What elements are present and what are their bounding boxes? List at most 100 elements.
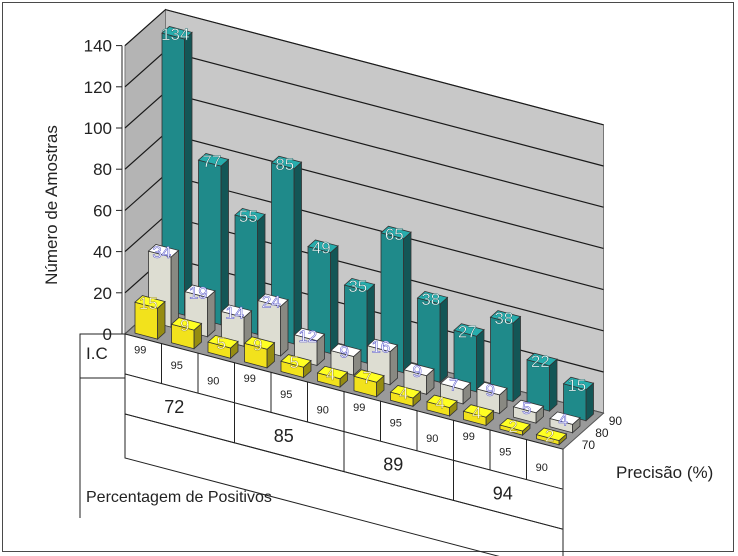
bar bbox=[330, 343, 362, 376]
y-axis-label: Número de Amostras bbox=[42, 125, 61, 285]
ic-level-label: 90 bbox=[207, 376, 219, 388]
ic-level-label: 95 bbox=[171, 360, 183, 372]
bar-value-label: 4 bbox=[436, 394, 445, 413]
ic-header-cell bbox=[79, 333, 126, 379]
bar-value-label: 9 bbox=[486, 381, 495, 400]
bar-value-label: 4 bbox=[326, 365, 335, 384]
bar-value-label: 4 bbox=[559, 410, 568, 429]
bar bbox=[453, 323, 485, 393]
bar-top bbox=[476, 381, 508, 396]
bar bbox=[462, 404, 495, 427]
y-tick-label: 60 bbox=[93, 201, 112, 220]
bar-top bbox=[380, 225, 412, 240]
bar-value-label: 9 bbox=[413, 362, 422, 381]
bar-value-label: 49 bbox=[312, 239, 331, 258]
bar-top bbox=[330, 343, 362, 357]
bar-value-label: 85 bbox=[275, 155, 294, 174]
bar bbox=[499, 417, 531, 436]
bar bbox=[280, 354, 312, 379]
bar-value-label: 5 bbox=[290, 353, 299, 372]
ic-level-label: 95 bbox=[280, 389, 292, 401]
bar-value-label: 38 bbox=[494, 309, 513, 328]
y-tick-label: 0 bbox=[103, 325, 112, 344]
ic-level-label: 99 bbox=[134, 344, 146, 356]
bar-side bbox=[220, 158, 229, 326]
bar-side bbox=[330, 245, 339, 355]
bar-value-label: 14 bbox=[225, 303, 244, 322]
bar bbox=[161, 26, 193, 316]
depth-tick-label: 70 bbox=[582, 438, 596, 452]
bar-value-label: 5 bbox=[522, 399, 531, 418]
bar-top bbox=[207, 334, 239, 349]
bar-top bbox=[462, 404, 495, 418]
bar-value-label: 27 bbox=[458, 322, 477, 341]
bar-top bbox=[184, 284, 216, 298]
bar-value-label: 24 bbox=[262, 292, 281, 311]
bar-side bbox=[512, 315, 521, 403]
bar bbox=[549, 411, 581, 434]
y-tick-label: 140 bbox=[84, 37, 112, 56]
bar-value-label: 2 bbox=[545, 427, 554, 446]
bar-value-label: 15 bbox=[139, 294, 158, 313]
labels: 0204060801001201401347755854935653827382… bbox=[84, 25, 623, 452]
y-tick-label: 80 bbox=[93, 160, 112, 179]
bar bbox=[562, 376, 595, 422]
x-axis-label: Percentagem de Positivos bbox=[86, 489, 272, 506]
y-tick-label: 100 bbox=[84, 119, 112, 138]
table-cell bbox=[124, 413, 564, 556]
bar bbox=[170, 317, 203, 350]
bar-value-label: 38 bbox=[421, 290, 440, 309]
gridline bbox=[124, 8, 604, 126]
y-tick-label: 20 bbox=[93, 284, 112, 303]
bar bbox=[307, 239, 339, 355]
ic-label: I.C bbox=[86, 344, 108, 363]
bar-value-label: 7 bbox=[363, 368, 372, 387]
bar-top bbox=[147, 244, 180, 258]
bar-value-label: 34 bbox=[152, 243, 171, 262]
bar-value-label: 55 bbox=[239, 207, 258, 226]
bar-top bbox=[170, 317, 203, 331]
bar-top bbox=[499, 417, 531, 432]
bar-top bbox=[489, 310, 522, 324]
bar-top bbox=[220, 304, 253, 318]
bar-top bbox=[562, 376, 595, 391]
group-label: 94 bbox=[493, 483, 513, 503]
bar-value-label: 5 bbox=[217, 334, 226, 353]
bar-top bbox=[257, 293, 289, 307]
bar-top bbox=[234, 207, 266, 222]
ic-level-label: 99 bbox=[244, 373, 256, 385]
bar bbox=[426, 394, 458, 417]
ic-level-label: 99 bbox=[463, 431, 475, 443]
y-tick-label: 120 bbox=[84, 78, 112, 97]
bar-value-label: 134 bbox=[161, 25, 189, 44]
bar-top bbox=[416, 290, 449, 305]
depth-tick-label: 90 bbox=[609, 414, 623, 428]
bar-top bbox=[343, 277, 376, 292]
bar bbox=[535, 427, 568, 446]
bar-value-label: 7 bbox=[449, 375, 458, 394]
group-label: 72 bbox=[164, 397, 184, 417]
bar bbox=[220, 304, 253, 348]
bar-top bbox=[366, 338, 399, 353]
bar-value-label: 77 bbox=[202, 152, 221, 171]
bar bbox=[293, 327, 326, 367]
bar bbox=[389, 385, 422, 408]
bar-top bbox=[535, 427, 568, 442]
group-label: 85 bbox=[274, 426, 294, 446]
bar-top bbox=[453, 323, 485, 337]
bar-side bbox=[476, 328, 485, 393]
bar-value-label: 65 bbox=[385, 225, 404, 244]
bar-value-label: 9 bbox=[340, 343, 349, 362]
bar-value-label: 15 bbox=[567, 376, 586, 395]
bar-value-label: 4 bbox=[399, 384, 408, 403]
bar bbox=[134, 295, 166, 340]
bar-top bbox=[426, 394, 458, 409]
bar-side bbox=[170, 249, 179, 328]
bar-top bbox=[280, 354, 312, 368]
bar-top bbox=[270, 155, 303, 170]
bar-top bbox=[549, 411, 581, 425]
ic-level-label: 90 bbox=[317, 404, 329, 416]
bar-top bbox=[197, 153, 230, 167]
